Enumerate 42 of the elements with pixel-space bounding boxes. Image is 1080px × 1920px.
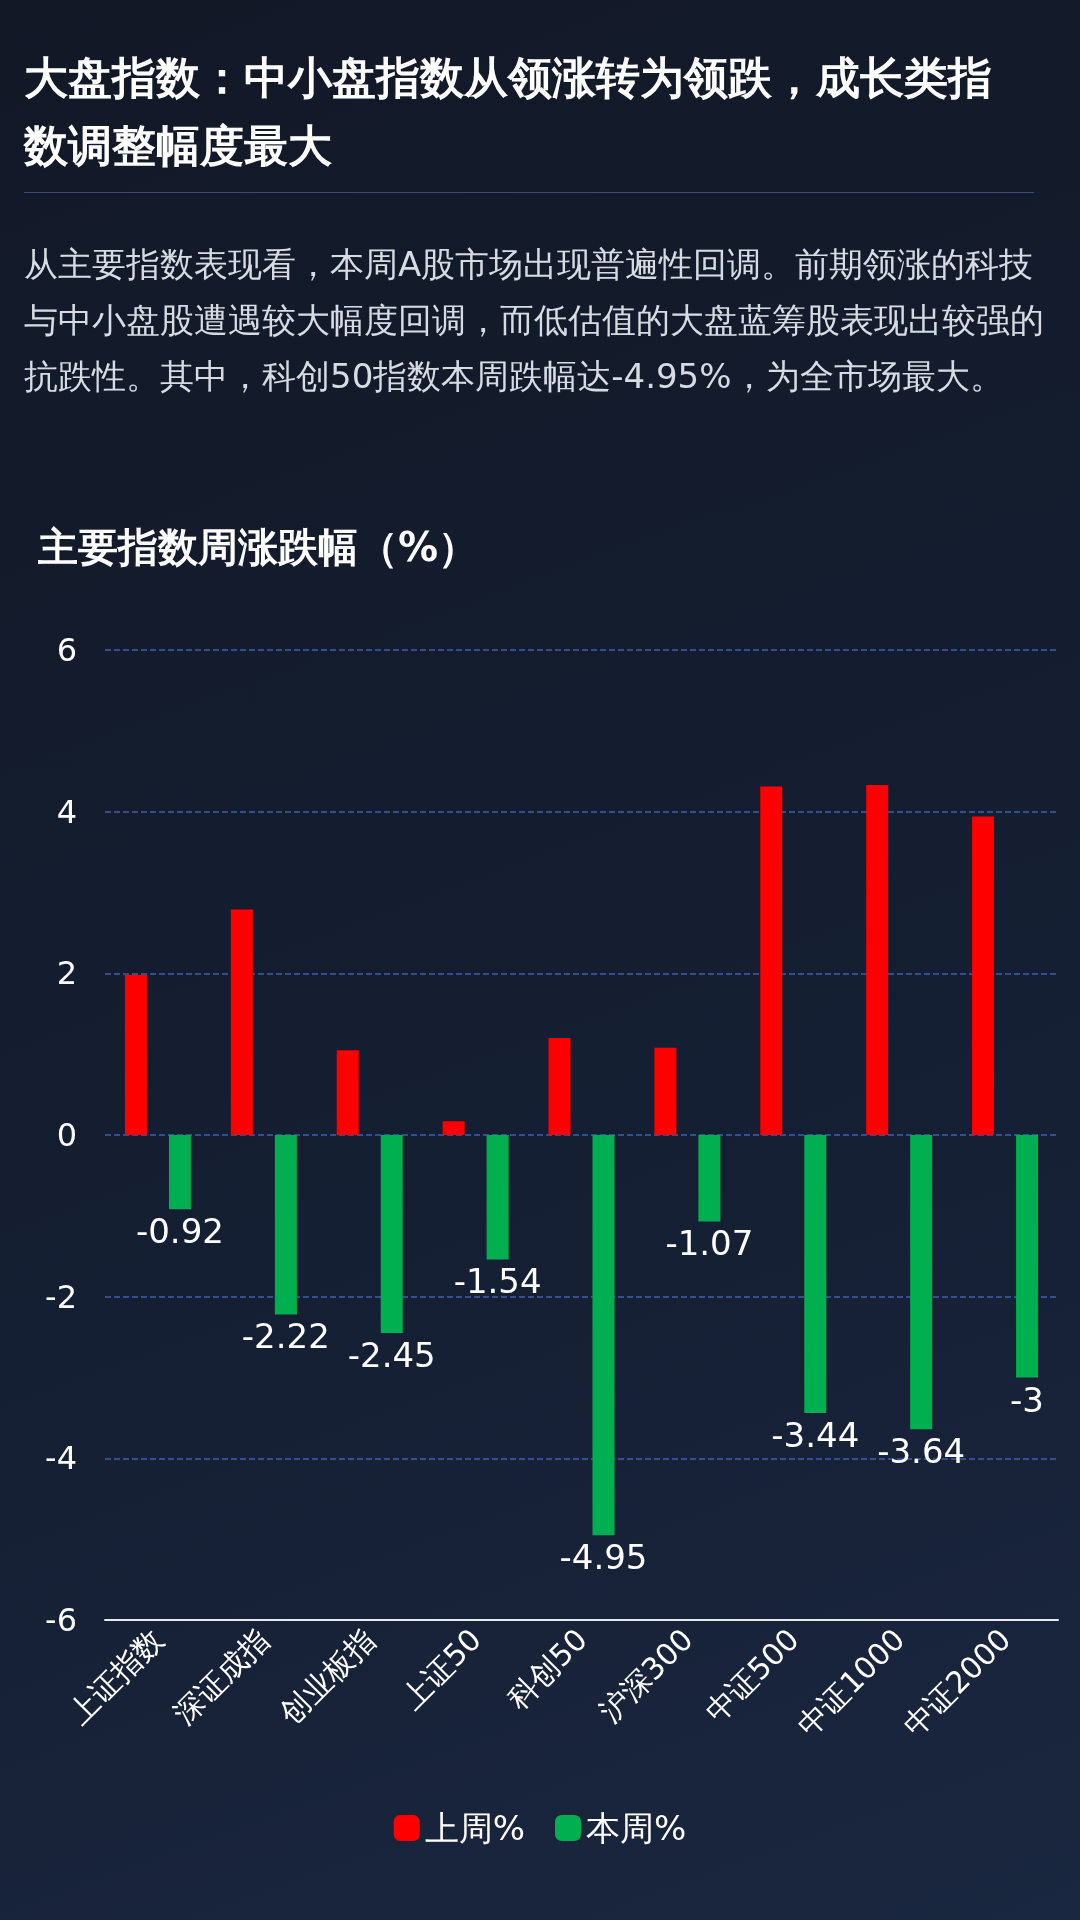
bar <box>124 974 147 1135</box>
data-label: -0.92 <box>135 1211 224 1252</box>
data-label: -2.22 <box>241 1316 330 1357</box>
data-label: -3.64 <box>877 1431 966 1472</box>
bar <box>698 1135 721 1222</box>
bar <box>1016 1135 1039 1378</box>
bar <box>380 1135 403 1334</box>
bar <box>274 1135 297 1315</box>
bar <box>654 1047 677 1135</box>
data-label: -4.95 <box>559 1537 648 1578</box>
data-label: -3 <box>1010 1379 1045 1420</box>
bar <box>592 1135 615 1536</box>
bar <box>442 1121 465 1135</box>
chart-title: 大盘指数：中小盘指数从领涨转为领跌，成长类指数调整幅度最大 <box>24 44 1034 193</box>
legend-label: 上周% <box>424 1808 526 1848</box>
bar <box>804 1135 827 1414</box>
y-tick-label: 6 <box>56 631 77 669</box>
bar <box>486 1135 509 1260</box>
data-label: -1.07 <box>665 1223 754 1264</box>
bar <box>910 1135 933 1430</box>
chart-subtitle: 从主要指数表现看，本周A股市场出现普遍性回调。前期领涨的科技与中小盘股遭遇较大幅度回调，而低估值的大盘蓝筹股表现出较强的抗跌性。其中，科创50指数本周跌幅达-4.95%，为全市场最大。 <box>24 243 1045 398</box>
bar <box>168 1135 191 1210</box>
bar <box>336 1050 359 1135</box>
y-tick-label: -2 <box>45 1277 77 1316</box>
y-tick-label: 4 <box>56 792 77 831</box>
y-tick-label: -4 <box>45 1439 77 1478</box>
y-tick-label: -6 <box>45 1601 77 1639</box>
x-tick-label: 科创50 <box>499 1621 594 1716</box>
bar <box>866 784 889 1135</box>
bar <box>548 1038 571 1135</box>
y-tick-label: 0 <box>56 1116 77 1154</box>
data-label: -3.44 <box>771 1415 860 1456</box>
y-axis-title: 主要指数周涨跌幅（%） <box>38 523 479 572</box>
legend-label: 本周% <box>586 1808 687 1848</box>
data-label: -1.54 <box>453 1261 542 1302</box>
x-tick-label: 上证50 <box>393 1621 488 1716</box>
x-tick-label: 沪深300 <box>592 1621 700 1730</box>
bar <box>760 786 783 1135</box>
bar <box>972 816 995 1135</box>
bar <box>230 909 253 1135</box>
y-tick-label: 2 <box>56 954 77 993</box>
data-label: -2.45 <box>347 1335 436 1376</box>
